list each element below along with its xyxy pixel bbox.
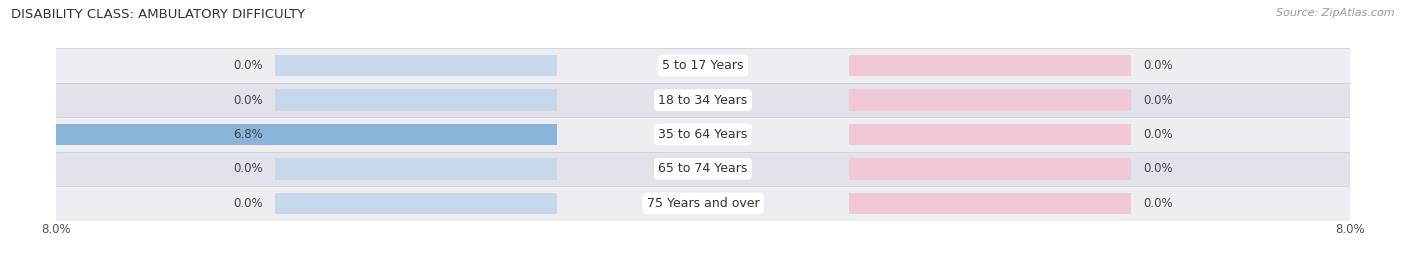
Text: 0.0%: 0.0% bbox=[1143, 59, 1173, 72]
Text: Source: ZipAtlas.com: Source: ZipAtlas.com bbox=[1277, 8, 1395, 18]
Text: 0.0%: 0.0% bbox=[1143, 94, 1173, 107]
Bar bbox=[56, 48, 1350, 83]
Bar bbox=[274, 55, 558, 76]
Text: 75 Years and over: 75 Years and over bbox=[647, 197, 759, 210]
Text: 0.0%: 0.0% bbox=[1143, 197, 1173, 210]
Text: 65 to 74 Years: 65 to 74 Years bbox=[658, 162, 748, 175]
Bar bbox=[849, 124, 1132, 145]
Bar bbox=[56, 186, 1350, 221]
Bar bbox=[274, 193, 558, 214]
Bar bbox=[274, 124, 558, 145]
Bar bbox=[849, 55, 1132, 76]
Text: 0.0%: 0.0% bbox=[233, 59, 263, 72]
Text: 0.0%: 0.0% bbox=[1143, 162, 1173, 175]
Text: 18 to 34 Years: 18 to 34 Years bbox=[658, 94, 748, 107]
Bar bbox=[56, 152, 1350, 186]
Text: 6.8%: 6.8% bbox=[232, 128, 263, 141]
Text: 0.0%: 0.0% bbox=[233, 197, 263, 210]
Bar bbox=[849, 193, 1132, 214]
Bar bbox=[56, 83, 1350, 117]
Bar bbox=[849, 89, 1132, 111]
Bar bbox=[56, 117, 1350, 152]
Text: 0.0%: 0.0% bbox=[233, 162, 263, 175]
Text: 0.0%: 0.0% bbox=[1143, 128, 1173, 141]
Text: 0.0%: 0.0% bbox=[233, 94, 263, 107]
Text: DISABILITY CLASS: AMBULATORY DIFFICULTY: DISABILITY CLASS: AMBULATORY DIFFICULTY bbox=[11, 8, 305, 21]
Text: 35 to 64 Years: 35 to 64 Years bbox=[658, 128, 748, 141]
Bar bbox=[8, 124, 558, 145]
Bar bbox=[274, 89, 558, 111]
Bar bbox=[274, 158, 558, 180]
Text: 5 to 17 Years: 5 to 17 Years bbox=[662, 59, 744, 72]
Bar bbox=[849, 158, 1132, 180]
